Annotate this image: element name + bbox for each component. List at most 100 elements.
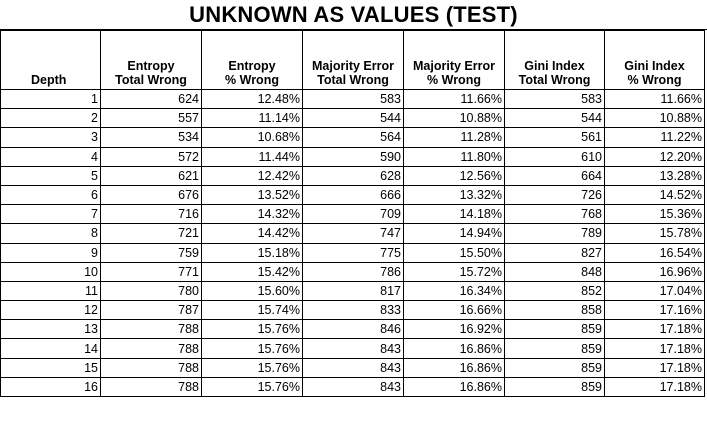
gini-total-cell[interactable]: 852: [504, 280, 605, 302]
gini-pct-cell[interactable]: 14.52%: [604, 184, 705, 206]
gini-total-cell[interactable]: 859: [504, 357, 605, 378]
majority-pct-cell[interactable]: 16.66%: [403, 300, 505, 321]
majority-total-cell[interactable]: 775: [302, 242, 404, 263]
depth-cell[interactable]: 9: [0, 242, 101, 263]
majority-total-cell[interactable]: 833: [302, 300, 404, 321]
entropy-total-cell[interactable]: 721: [100, 223, 202, 244]
gini-pct-cell[interactable]: 16.54%: [604, 242, 705, 263]
majority-total-cell[interactable]: 747: [302, 223, 404, 244]
gini-total-cell[interactable]: 858: [504, 300, 605, 321]
gini-pct-cell[interactable]: 17.18%: [604, 319, 705, 340]
column-header-gini-total[interactable]: Gini Index Total Wrong: [504, 30, 605, 90]
gini-pct-cell[interactable]: 13.28%: [604, 165, 705, 186]
gini-total-cell[interactable]: 768: [504, 204, 605, 225]
depth-cell[interactable]: 15: [0, 357, 101, 378]
depth-cell[interactable]: 13: [0, 319, 101, 340]
depth-cell[interactable]: 1: [0, 88, 101, 110]
gini-total-cell[interactable]: 789: [504, 223, 605, 244]
majority-total-cell[interactable]: 564: [302, 127, 404, 148]
entropy-total-cell[interactable]: 534: [100, 127, 202, 148]
depth-cell[interactable]: 2: [0, 108, 101, 129]
entropy-pct-cell[interactable]: 15.76%: [201, 319, 303, 340]
majority-total-cell[interactable]: 843: [302, 338, 404, 359]
majority-pct-cell[interactable]: 16.86%: [403, 357, 505, 378]
column-header-entropy-pct[interactable]: Entropy % Wrong: [201, 30, 303, 90]
entropy-pct-cell[interactable]: 15.42%: [201, 261, 303, 282]
depth-cell[interactable]: 4: [0, 146, 101, 167]
entropy-pct-cell[interactable]: 15.60%: [201, 280, 303, 302]
majority-total-cell[interactable]: 846: [302, 319, 404, 340]
gini-pct-cell[interactable]: 16.96%: [604, 261, 705, 282]
column-header-gini-pct[interactable]: Gini Index % Wrong: [604, 30, 705, 90]
entropy-total-cell[interactable]: 759: [100, 242, 202, 263]
gini-total-cell[interactable]: 583: [504, 88, 605, 110]
entropy-pct-cell[interactable]: 11.14%: [201, 108, 303, 129]
entropy-total-cell[interactable]: 787: [100, 300, 202, 321]
column-header-depth[interactable]: Depth: [0, 30, 101, 90]
entropy-pct-cell[interactable]: 14.32%: [201, 204, 303, 225]
entropy-pct-cell[interactable]: 15.18%: [201, 242, 303, 263]
gini-total-cell[interactable]: 561: [504, 127, 605, 148]
majority-total-cell[interactable]: 544: [302, 108, 404, 129]
gini-total-cell[interactable]: 859: [504, 338, 605, 359]
depth-cell[interactable]: 10: [0, 261, 101, 282]
gini-total-cell[interactable]: 859: [504, 376, 605, 398]
depth-cell[interactable]: 16: [0, 376, 101, 398]
gini-pct-cell[interactable]: 12.20%: [604, 146, 705, 167]
gini-pct-cell[interactable]: 17.16%: [604, 300, 705, 321]
majority-pct-cell[interactable]: 16.92%: [403, 319, 505, 340]
entropy-total-cell[interactable]: 788: [100, 338, 202, 359]
column-header-majority-pct[interactable]: Majority Error % Wrong: [403, 30, 505, 90]
entropy-total-cell[interactable]: 676: [100, 184, 202, 206]
entropy-total-cell[interactable]: 716: [100, 204, 202, 225]
gini-pct-cell[interactable]: 17.18%: [604, 357, 705, 378]
entropy-pct-cell[interactable]: 15.76%: [201, 376, 303, 398]
entropy-total-cell[interactable]: 624: [100, 88, 202, 110]
gini-total-cell[interactable]: 664: [504, 165, 605, 186]
majority-pct-cell[interactable]: 11.28%: [403, 127, 505, 148]
majority-pct-cell[interactable]: 15.50%: [403, 242, 505, 263]
majority-total-cell[interactable]: 590: [302, 146, 404, 167]
majority-pct-cell[interactable]: 16.34%: [403, 280, 505, 302]
majority-total-cell[interactable]: 817: [302, 280, 404, 302]
majority-total-cell[interactable]: 628: [302, 165, 404, 186]
entropy-pct-cell[interactable]: 15.74%: [201, 300, 303, 321]
entropy-total-cell[interactable]: 788: [100, 357, 202, 378]
entropy-total-cell[interactable]: 557: [100, 108, 202, 129]
majority-pct-cell[interactable]: 11.80%: [403, 146, 505, 167]
entropy-total-cell[interactable]: 788: [100, 376, 202, 398]
majority-total-cell[interactable]: 786: [302, 261, 404, 282]
majority-pct-cell[interactable]: 14.18%: [403, 204, 505, 225]
entropy-pct-cell[interactable]: 10.68%: [201, 127, 303, 148]
gini-pct-cell[interactable]: 11.66%: [604, 88, 705, 110]
majority-total-cell[interactable]: 709: [302, 204, 404, 225]
majority-total-cell[interactable]: 843: [302, 357, 404, 378]
gini-total-cell[interactable]: 610: [504, 146, 605, 167]
gini-pct-cell[interactable]: 15.36%: [604, 204, 705, 225]
entropy-pct-cell[interactable]: 11.44%: [201, 146, 303, 167]
entropy-total-cell[interactable]: 788: [100, 319, 202, 340]
gini-pct-cell[interactable]: 15.78%: [604, 223, 705, 244]
gini-pct-cell[interactable]: 10.88%: [604, 108, 705, 129]
gini-total-cell[interactable]: 827: [504, 242, 605, 263]
majority-total-cell[interactable]: 666: [302, 184, 404, 206]
entropy-pct-cell[interactable]: 12.48%: [201, 88, 303, 110]
entropy-total-cell[interactable]: 780: [100, 280, 202, 302]
majority-pct-cell[interactable]: 16.86%: [403, 338, 505, 359]
majority-total-cell[interactable]: 583: [302, 88, 404, 110]
gini-total-cell[interactable]: 859: [504, 319, 605, 340]
depth-cell[interactable]: 12: [0, 300, 101, 321]
gini-pct-cell[interactable]: 17.18%: [604, 376, 705, 398]
entropy-total-cell[interactable]: 621: [100, 165, 202, 186]
depth-cell[interactable]: 3: [0, 127, 101, 148]
depth-cell[interactable]: 14: [0, 338, 101, 359]
entropy-total-cell[interactable]: 572: [100, 146, 202, 167]
entropy-pct-cell[interactable]: 14.42%: [201, 223, 303, 244]
entropy-pct-cell[interactable]: 13.52%: [201, 184, 303, 206]
gini-pct-cell[interactable]: 17.18%: [604, 338, 705, 359]
gini-total-cell[interactable]: 848: [504, 261, 605, 282]
column-header-entropy-total[interactable]: Entropy Total Wrong: [100, 30, 202, 90]
majority-pct-cell[interactable]: 11.66%: [403, 88, 505, 110]
gini-total-cell[interactable]: 544: [504, 108, 605, 129]
entropy-pct-cell[interactable]: 15.76%: [201, 338, 303, 359]
